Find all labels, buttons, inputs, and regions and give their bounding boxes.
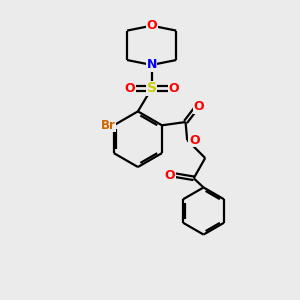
Text: S: S	[147, 82, 157, 95]
Text: O: O	[189, 134, 200, 146]
Text: O: O	[124, 82, 135, 95]
Text: O: O	[194, 100, 204, 113]
Text: O: O	[168, 82, 179, 95]
Text: O: O	[146, 19, 157, 32]
Text: Br: Br	[100, 119, 116, 132]
Text: N: N	[146, 58, 157, 71]
Text: O: O	[165, 169, 176, 182]
